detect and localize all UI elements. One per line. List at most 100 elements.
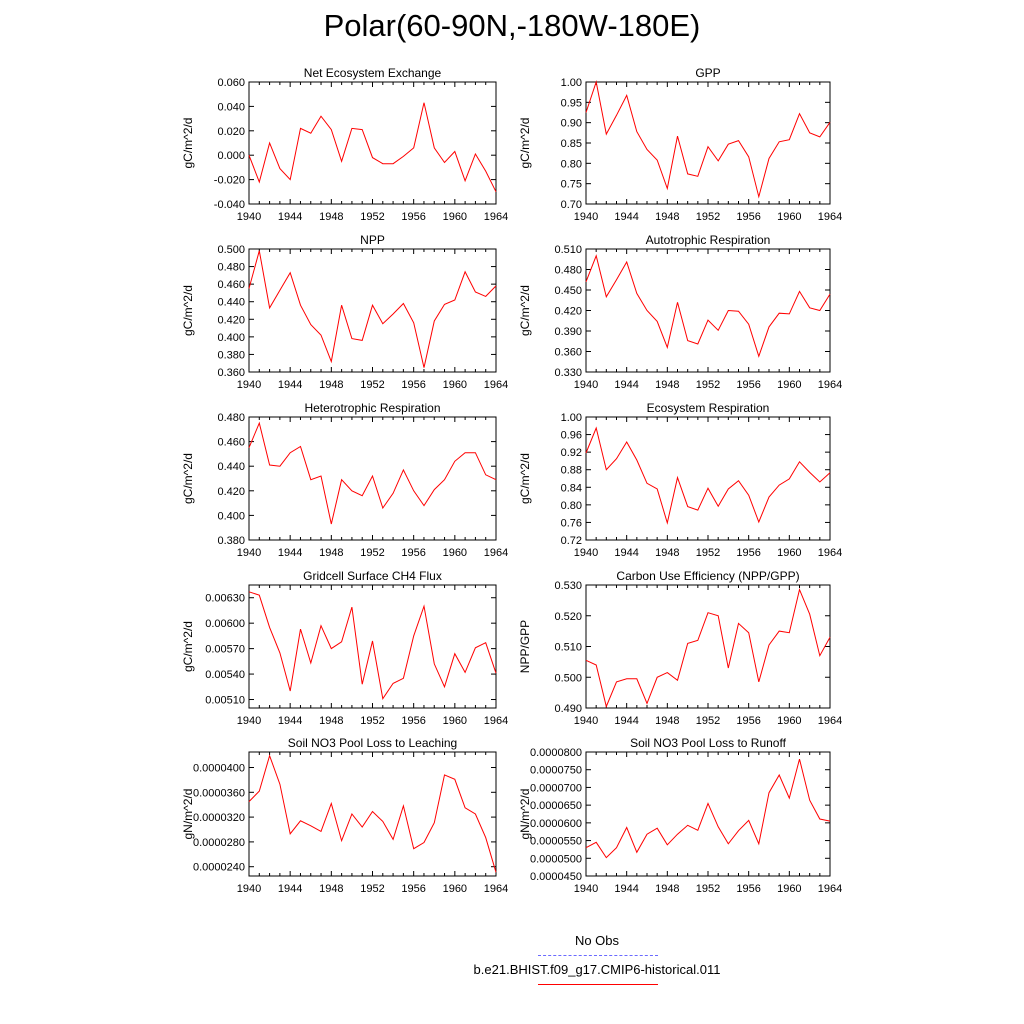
x-tick-label: 1964: [818, 211, 842, 223]
y-tick-label: -0.040: [214, 199, 245, 211]
x-tick-label: 1956: [401, 883, 425, 895]
y-tick-label: 0.0000450: [530, 871, 582, 883]
x-tick-label: 1944: [614, 547, 638, 559]
x-tick-label: 1964: [484, 547, 508, 559]
x-tick-label: 1944: [278, 715, 302, 727]
x-tick-label: 1952: [696, 883, 720, 895]
x-tick-label: 1952: [360, 883, 384, 895]
x-tick-label: 1964: [484, 715, 508, 727]
series-line: [248, 754, 497, 873]
x-tick-label: 1948: [319, 547, 343, 559]
series-line: [248, 591, 497, 701]
series-line: [248, 421, 497, 525]
y-tick-label: 0.0000400: [193, 763, 245, 775]
plot-frame: [585, 416, 831, 541]
y-tick-label: 0.460: [217, 279, 245, 291]
series-line: [248, 250, 497, 368]
plot-frame: [248, 584, 497, 709]
y-tick-label: 0.060: [217, 77, 245, 89]
x-tick-label: 1940: [574, 379, 598, 391]
x-tick-label: 1944: [278, 883, 302, 895]
chart-panel-10: Soil NO3 Pool Loss to Runoff gN/m^2/d 1940…: [518, 736, 842, 895]
y-axis-label: gN/m^2/d: [181, 789, 195, 840]
y-tick-label: 0.0000500: [530, 853, 582, 865]
x-tick-label: 1956: [401, 211, 425, 223]
y-tick-label: 0.0000650: [530, 800, 582, 812]
x-tick-label: 1948: [319, 883, 343, 895]
y-axis-label: gC/m^2/d: [181, 118, 195, 169]
x-tick-label: 1940: [237, 883, 261, 895]
x-tick-label: 1952: [360, 379, 384, 391]
x-tick-label: 1952: [696, 547, 720, 559]
x-tick-label: 1952: [360, 547, 384, 559]
y-tick-label: 0.70: [561, 199, 582, 211]
y-tick-label: 0.80: [561, 158, 582, 170]
x-tick-label: 1960: [777, 547, 801, 559]
y-tick-label: 0.0000600: [530, 818, 582, 830]
legend-obs-line: [538, 955, 658, 956]
x-tick-label: 1964: [818, 379, 842, 391]
y-tick-label: 0.360: [217, 367, 245, 379]
y-tick-label: 0.490: [554, 703, 582, 715]
x-tick-label: 1964: [484, 211, 508, 223]
x-tick-label: 1964: [818, 715, 842, 727]
y-tick-label: 0.510: [554, 244, 582, 256]
y-axis-label: NPP/GPP: [518, 620, 532, 673]
x-tick-label: 1940: [237, 547, 261, 559]
x-tick-label: 1948: [319, 715, 343, 727]
y-tick-label: 0.95: [561, 97, 582, 109]
x-tick-label: 1944: [278, 379, 302, 391]
y-tick-label: 0.400: [217, 332, 245, 344]
x-tick-label: 1940: [237, 211, 261, 223]
x-tick-label: 1964: [818, 547, 842, 559]
x-tick-label: 1960: [443, 883, 467, 895]
y-tick-label: 0.0000280: [193, 837, 245, 849]
x-tick-label: 1956: [736, 547, 760, 559]
series-line: [585, 426, 831, 525]
plot-frame: [585, 751, 831, 877]
y-tick-label: 0.510: [554, 642, 582, 654]
y-tick-label: 0.520: [554, 611, 582, 623]
chart-title: GPP: [695, 66, 720, 80]
page-title: Polar(60-90N,-180W-180E): [323, 8, 701, 43]
x-tick-label: 1948: [319, 211, 343, 223]
y-tick-label: 0.480: [217, 412, 245, 424]
y-axis-label: gN/m^2/d: [518, 789, 532, 840]
x-tick-label: 1956: [736, 715, 760, 727]
plot-frame: [248, 416, 497, 541]
x-tick-label: 1956: [401, 379, 425, 391]
x-tick-label: 1960: [777, 211, 801, 223]
y-tick-label: 0.84: [561, 482, 582, 494]
y-tick-label: 0.000: [217, 150, 245, 162]
chart-title: Autotrophic Respiration: [646, 233, 771, 247]
y-axis-label: gC/m^2/d: [518, 453, 532, 504]
y-tick-label: 0.0000700: [530, 782, 582, 794]
chart-title: Carbon Use Efficiency (NPP/GPP): [616, 569, 799, 583]
x-tick-label: 1960: [443, 379, 467, 391]
y-tick-label: 0.00600: [205, 618, 245, 630]
y-axis-label: gC/m^2/d: [181, 621, 195, 672]
x-tick-label: 1952: [360, 715, 384, 727]
x-tick-label: 1940: [574, 883, 598, 895]
x-tick-label: 1948: [655, 379, 679, 391]
x-tick-label: 1944: [278, 547, 302, 559]
y-tick-label: 0.020: [217, 126, 245, 138]
legend-obs-label: No Obs: [574, 933, 620, 948]
x-tick-label: 1956: [736, 379, 760, 391]
y-tick-label: 0.90: [561, 118, 582, 130]
chart-title: Gridcell Surface CH4 Flux: [303, 569, 442, 583]
x-tick-label: 1964: [484, 379, 508, 391]
x-tick-label: 1948: [655, 211, 679, 223]
y-tick-label: 0.530: [554, 580, 582, 592]
plot-frame: [585, 81, 831, 205]
y-tick-label: 1.00: [561, 77, 582, 89]
y-tick-label: 0.380: [217, 349, 245, 361]
y-tick-label: 0.00510: [205, 695, 245, 707]
x-tick-label: 1956: [401, 715, 425, 727]
series-line: [585, 758, 831, 859]
x-tick-label: 1956: [736, 211, 760, 223]
y-tick-label: 0.0000360: [193, 787, 245, 799]
y-tick-label: 0.360: [554, 347, 582, 359]
y-axis-label: gC/m^2/d: [518, 118, 532, 169]
